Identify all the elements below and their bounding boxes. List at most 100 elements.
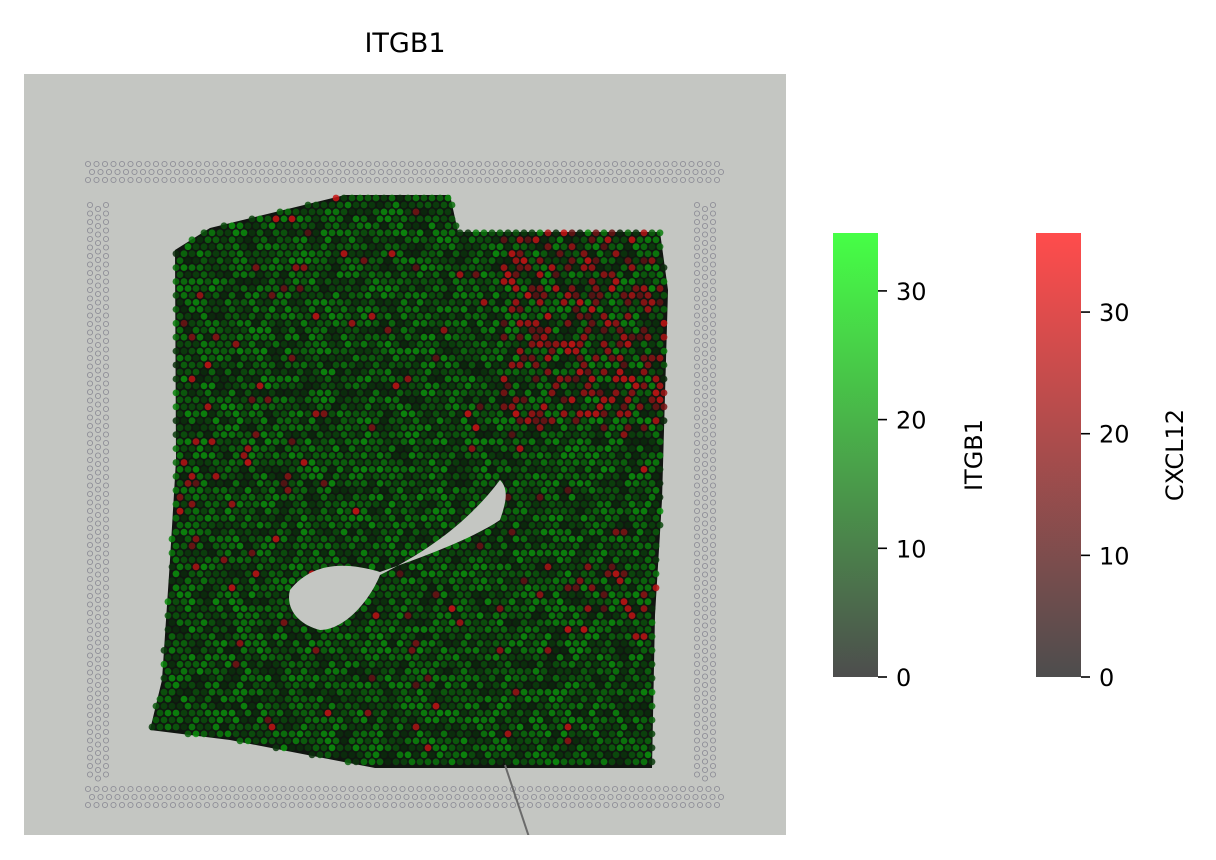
spot — [280, 243, 288, 251]
spot — [228, 264, 236, 271]
spot — [472, 674, 480, 682]
spot — [456, 647, 464, 654]
spot — [408, 438, 416, 445]
spot — [208, 243, 216, 251]
spot — [420, 389, 428, 397]
spot — [396, 278, 404, 285]
spot — [236, 528, 244, 536]
spot — [220, 654, 228, 661]
spot — [408, 340, 416, 348]
spot — [492, 528, 500, 536]
spot — [268, 667, 276, 675]
spot — [356, 417, 364, 425]
spot — [432, 452, 440, 459]
spot — [212, 473, 220, 480]
spot — [644, 445, 652, 452]
spot — [544, 674, 552, 682]
spot — [456, 674, 464, 682]
spot — [468, 612, 476, 619]
spot — [400, 312, 408, 320]
spot — [320, 466, 328, 473]
spot — [240, 521, 248, 529]
spot — [368, 326, 376, 334]
spot — [348, 473, 356, 480]
spot — [588, 654, 596, 661]
spot — [644, 584, 652, 592]
spot — [640, 716, 648, 724]
spot — [220, 292, 228, 299]
spot — [608, 716, 616, 724]
spot — [404, 667, 412, 675]
spot — [448, 424, 456, 432]
spot — [660, 306, 668, 313]
spot — [272, 368, 280, 376]
spot — [480, 716, 488, 724]
chart-title: ITGB1 — [364, 28, 445, 59]
spot — [500, 667, 508, 675]
spot — [556, 737, 564, 745]
spot — [368, 215, 376, 223]
spot — [644, 723, 652, 731]
spot — [448, 521, 456, 529]
spot — [428, 250, 436, 258]
spot — [460, 737, 468, 745]
spot — [200, 549, 208, 557]
spot — [220, 473, 228, 480]
spot — [524, 236, 532, 244]
spot — [532, 361, 540, 369]
spot — [436, 598, 444, 606]
spot — [224, 535, 232, 543]
spot — [336, 507, 344, 515]
spot — [424, 452, 432, 459]
spot — [508, 389, 516, 397]
spot — [624, 647, 632, 654]
spot — [572, 542, 580, 550]
spot — [272, 507, 280, 515]
spot — [592, 507, 600, 515]
spot — [536, 493, 544, 501]
spot — [408, 730, 416, 738]
spot — [572, 417, 580, 425]
spot — [452, 751, 460, 759]
spot — [416, 535, 424, 543]
spot — [316, 737, 324, 745]
spot — [300, 473, 308, 480]
spot — [248, 285, 256, 292]
spot — [300, 389, 308, 397]
spot — [552, 647, 560, 654]
spot — [168, 619, 176, 626]
spot — [284, 445, 292, 452]
spot — [356, 459, 364, 466]
spot — [388, 445, 396, 452]
spot — [544, 452, 552, 459]
spot — [460, 375, 468, 383]
spot — [224, 285, 232, 292]
spot — [436, 333, 444, 341]
spot — [280, 382, 288, 390]
spot — [472, 744, 480, 752]
spot — [448, 493, 456, 501]
spot — [596, 514, 604, 522]
spot — [332, 709, 340, 717]
spot — [232, 299, 240, 306]
spot — [320, 215, 328, 223]
spot — [488, 452, 496, 459]
spot — [240, 229, 248, 237]
spot — [344, 271, 352, 278]
spot — [380, 264, 388, 271]
spot — [256, 480, 264, 487]
spot — [228, 556, 236, 564]
spot — [536, 702, 544, 710]
spot — [448, 215, 456, 223]
spot — [184, 466, 192, 473]
spot — [504, 591, 512, 599]
spot — [368, 744, 376, 752]
spot — [300, 514, 308, 522]
spot — [380, 723, 388, 731]
spot — [204, 459, 212, 466]
spot — [292, 626, 300, 633]
spot — [652, 292, 660, 299]
spot — [544, 521, 552, 529]
spot — [460, 709, 468, 717]
spot — [288, 410, 296, 418]
